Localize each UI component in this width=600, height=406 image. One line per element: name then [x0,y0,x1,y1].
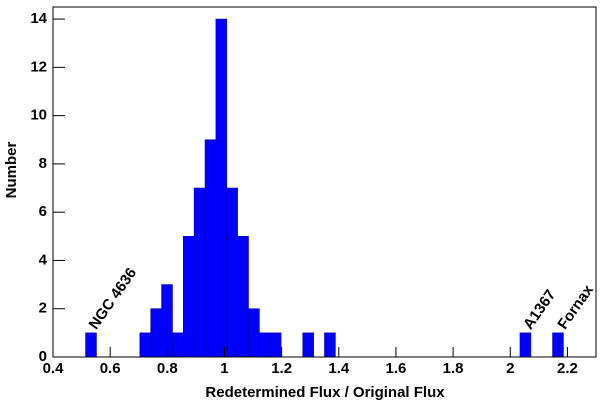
x-tick-label: 1 [220,360,228,377]
y-tick-label: 0 [39,348,47,365]
x-tick-label: 2.2 [557,360,578,377]
x-tick-label: 1.2 [271,360,292,377]
bar [226,187,238,358]
y-tick-label: 10 [30,107,47,124]
x-tick-label: 1.8 [443,360,464,377]
bar [172,332,184,358]
y-tick-label: 2 [39,300,47,317]
bar [248,308,260,358]
bar [552,332,564,358]
bar [215,18,228,358]
bar [237,236,249,358]
x-tick-label: 0.8 [157,360,178,377]
y-tick-label: 14 [30,10,47,27]
y-tick-label: 12 [30,58,47,75]
x-tick-label: 0.4 [43,360,65,377]
plot-frame [52,6,597,358]
y-tick-label: 4 [39,251,48,268]
bar [193,187,206,358]
x-tick-label: 2 [506,360,514,377]
bar [161,284,173,358]
bar [204,139,217,358]
y-tick-label: 6 [39,203,47,220]
x-tick-label: 0.6 [100,360,121,377]
bar [139,332,152,358]
annotation: NGC 4636 [86,265,141,333]
bar [269,332,282,358]
y-axis-title: Number [3,142,20,199]
bar [183,236,195,358]
bar [85,332,97,358]
bar [302,332,314,358]
x-axis-title: Redetermined Flux / Original Flux [205,384,445,401]
annotation: A1367 [520,287,559,333]
bar [259,332,271,358]
bar [519,332,532,358]
bar [324,332,336,358]
x-tick-label: 1.6 [386,360,407,377]
y-tick-label: 8 [39,155,47,172]
annotation: Fornax [554,281,597,332]
x-tick-label: 1.4 [328,360,350,377]
bar [150,308,162,358]
